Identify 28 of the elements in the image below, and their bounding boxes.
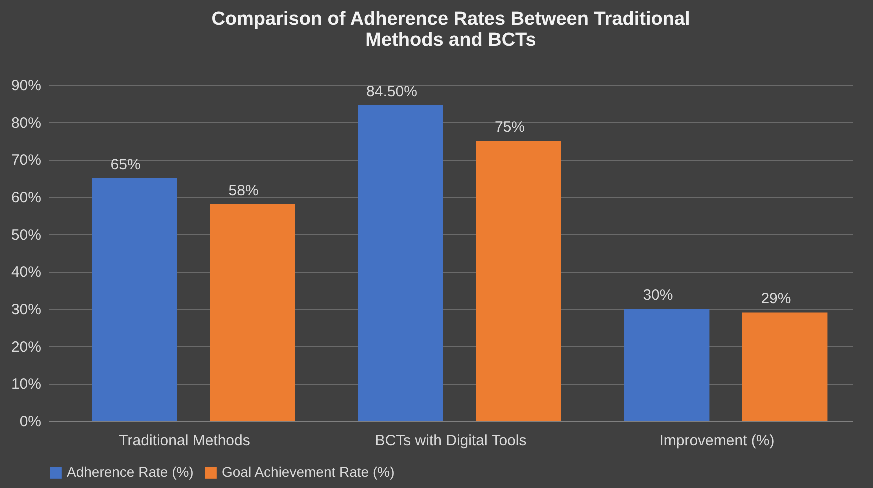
data-label: 29% <box>761 290 792 308</box>
y-tick-label: 90% <box>11 78 42 94</box>
data-label: 65% <box>110 156 141 174</box>
bar <box>476 141 562 421</box>
bar <box>358 106 444 421</box>
y-tick-label: 60% <box>11 190 42 206</box>
bar <box>92 178 178 421</box>
data-label: 75% <box>494 119 526 136</box>
bar <box>742 312 828 421</box>
legend-label: Goal Achievement Rate (%) <box>222 464 395 480</box>
x-tick-label: Traditional Methods <box>119 432 250 450</box>
y-tick-label: 80% <box>11 114 42 132</box>
data-label: 58% <box>228 182 259 200</box>
y-tick-label: 50% <box>11 226 42 244</box>
y-tick-label: 40% <box>11 264 42 282</box>
y-tick-label: 20% <box>11 338 42 356</box>
y-tick-label: 30% <box>11 302 42 318</box>
y-tick-label: 70% <box>11 152 42 170</box>
x-tick-label: Improvement (%) <box>660 432 775 450</box>
data-label: 84.50% <box>366 84 418 101</box>
x-tick-label: BCTs with Digital Tools <box>375 432 527 450</box>
y-tick-label: 0% <box>20 414 42 430</box>
y-tick-label: 10% <box>11 376 42 394</box>
legend-label: Adherence Rate (%) <box>67 464 194 480</box>
bar <box>624 309 710 421</box>
data-label: 30% <box>643 287 674 304</box>
bar <box>210 204 296 421</box>
chart-title: Comparison of Adherence Rates Between Traditional Methods and BCTs <box>212 9 690 51</box>
